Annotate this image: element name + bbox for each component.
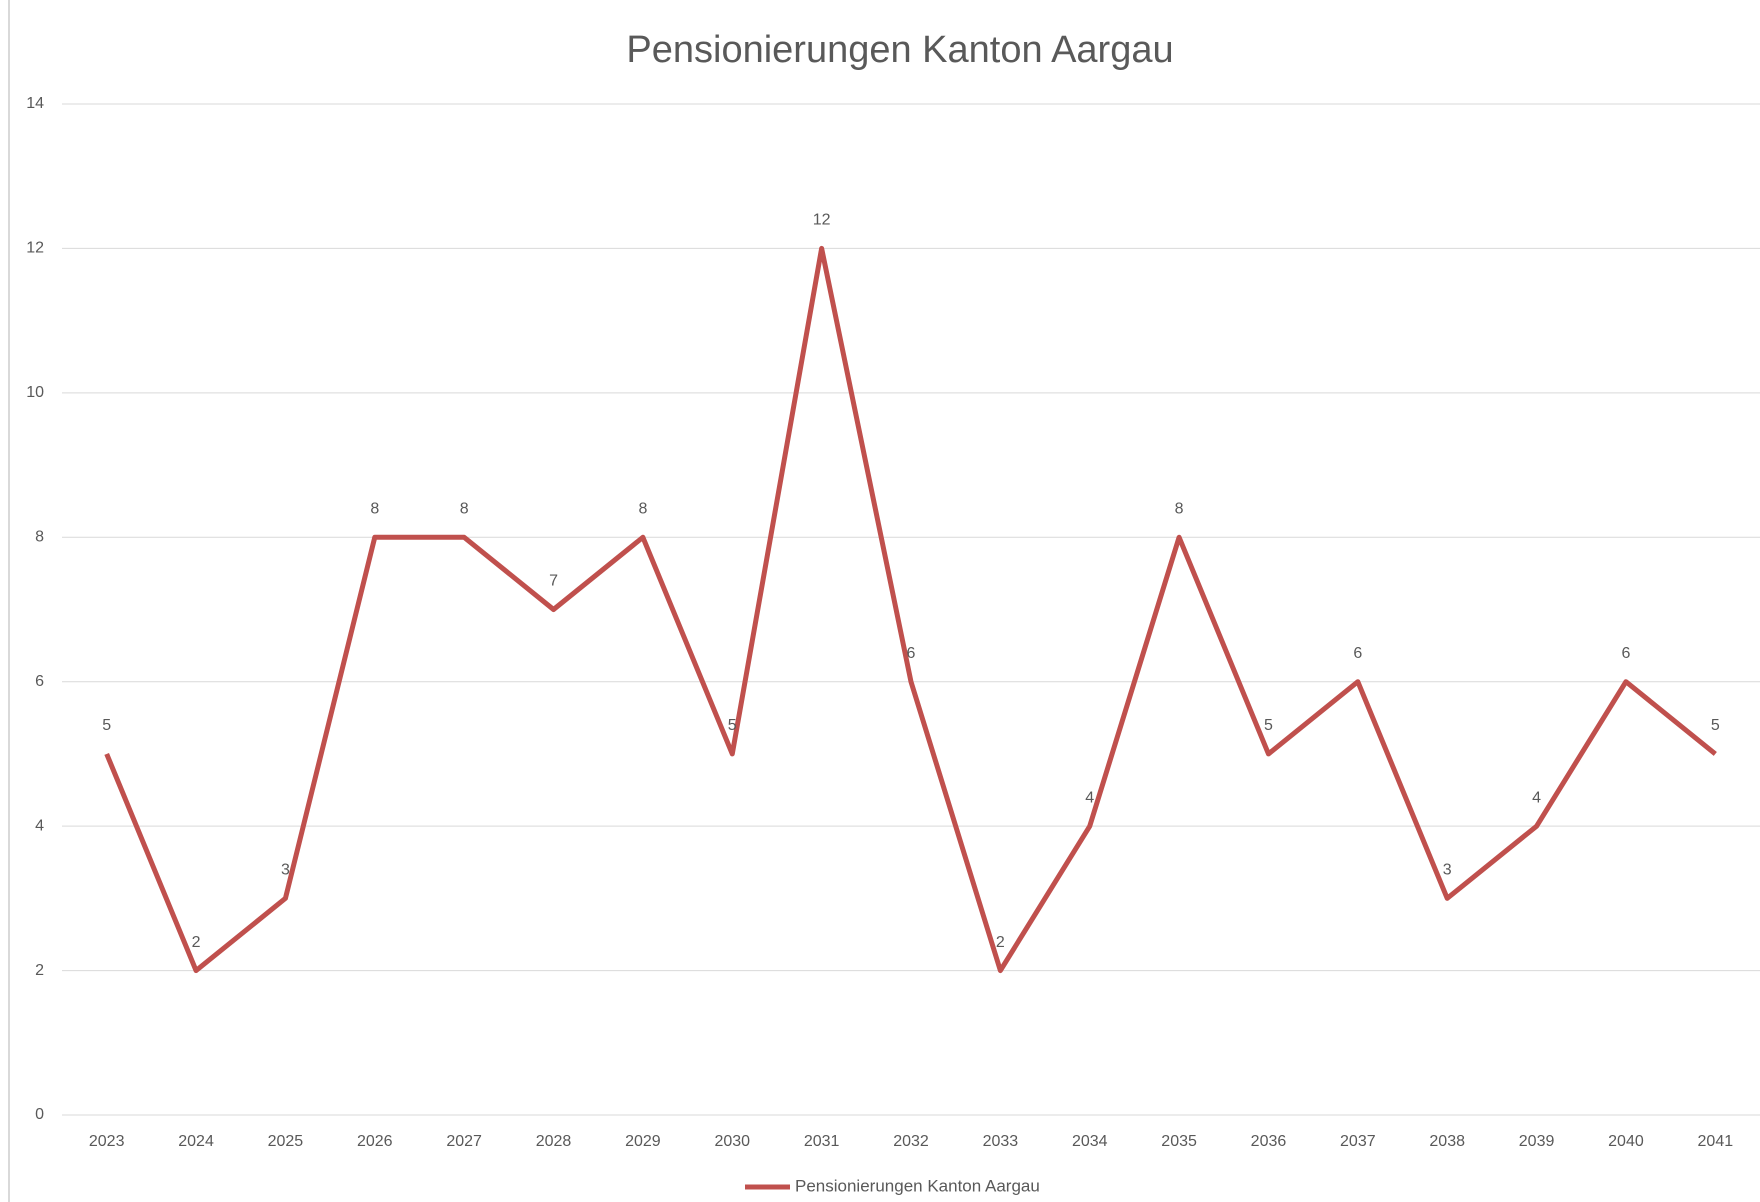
data-label: 7	[549, 573, 558, 590]
x-tick-label: 2027	[446, 1133, 482, 1150]
x-tick-label: 2038	[1429, 1133, 1465, 1150]
y-tick-label: 10	[26, 384, 44, 401]
x-tick-label: 2036	[1251, 1133, 1287, 1150]
x-tick-label: 2023	[89, 1133, 125, 1150]
y-tick-label: 8	[35, 529, 44, 546]
data-label: 5	[728, 717, 737, 734]
x-tick-label: 2037	[1340, 1133, 1376, 1150]
data-label: 4	[1085, 789, 1094, 806]
data-label: 3	[1443, 862, 1452, 879]
data-label: 5	[1264, 717, 1273, 734]
x-tick-label: 2025	[268, 1133, 304, 1150]
data-label: 6	[907, 645, 916, 662]
x-tick-label: 2039	[1519, 1133, 1555, 1150]
y-tick-label: 2	[35, 962, 44, 979]
x-tick-label: 2040	[1608, 1133, 1644, 1150]
data-label: 5	[102, 717, 111, 734]
y-tick-label: 14	[26, 95, 44, 112]
data-line	[104, 245, 1717, 974]
x-tick-label: 2024	[178, 1133, 214, 1150]
data-label: 6	[1621, 645, 1630, 662]
data-label: 4	[1532, 789, 1541, 806]
y-tick-label: 0	[35, 1106, 44, 1123]
data-label: 6	[1353, 645, 1362, 662]
x-tick-label: 2035	[1161, 1133, 1197, 1150]
x-tick-label: 2026	[357, 1133, 393, 1150]
x-tick-label: 2034	[1072, 1133, 1108, 1150]
data-label: 8	[370, 501, 379, 518]
x-tick-label: 2028	[536, 1133, 572, 1150]
data-label: 12	[813, 212, 831, 229]
x-tick-label: 2029	[625, 1133, 661, 1150]
data-label: 8	[638, 501, 647, 518]
x-tick-label: 2031	[804, 1133, 840, 1150]
data-label: 2	[996, 934, 1005, 951]
chart-title: Pensionierungen Kanton Aargau	[626, 29, 1173, 71]
x-tick-label: 2041	[1698, 1133, 1734, 1150]
x-tick-label: 2032	[893, 1133, 929, 1150]
data-label: 8	[1175, 501, 1184, 518]
y-tick-label: 6	[35, 673, 44, 690]
x-tick-label: 2030	[714, 1133, 750, 1150]
y-tick-label: 12	[26, 240, 44, 257]
x-tick-label: 2033	[983, 1133, 1019, 1150]
data-label: 3	[281, 862, 290, 879]
legend-label: Pensionierungen Kanton Aargau	[795, 1176, 1040, 1195]
y-tick-label: 4	[35, 817, 44, 834]
data-label: 2	[192, 934, 201, 951]
data-label: 8	[460, 501, 469, 518]
data-label: 5	[1711, 717, 1720, 734]
